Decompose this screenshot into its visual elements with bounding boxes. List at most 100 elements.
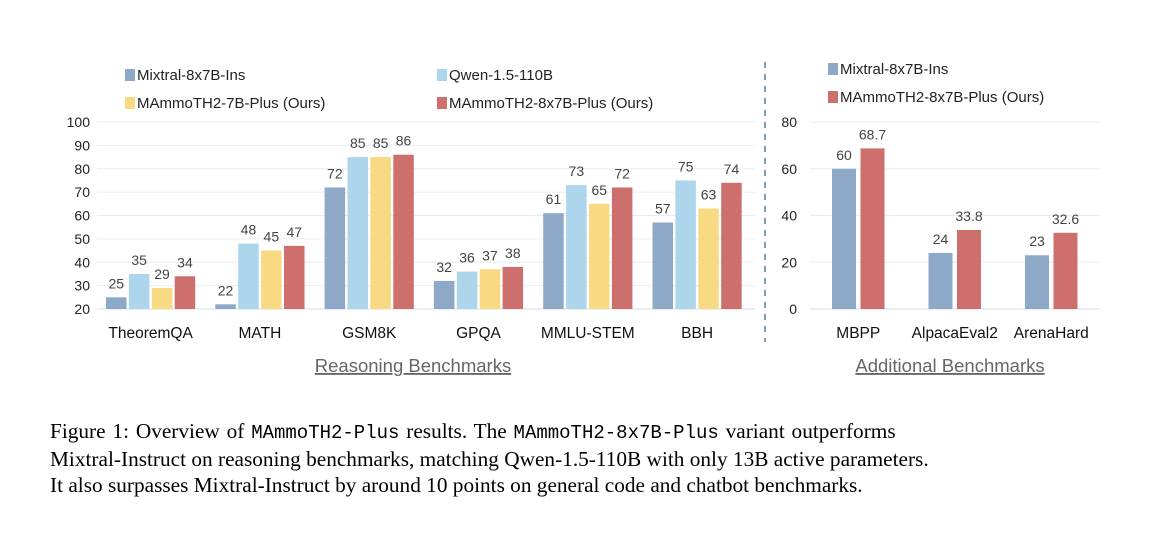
caption-text: results. The [399,419,514,443]
figure-caption: Figure 1: Overview of MAmmoTH2-Plus resu… [50,418,1110,498]
y-tick-label: 40 [781,208,797,224]
bar [347,157,368,309]
data-label: 63 [701,186,717,202]
x-category-label: GSM8K [342,325,397,342]
data-label: 34 [177,254,193,270]
y-tick-label: 90 [74,137,90,153]
data-label: 32 [436,259,452,275]
bar [215,304,236,309]
bar [698,208,719,309]
bar [479,269,501,309]
bar [721,182,742,309]
bar [611,187,633,309]
x-axis-title: Reasoning Benchmarks [315,355,511,376]
caption-line-2: Mixtral-Instruct on reasoning benchmarks… [50,447,929,471]
bar [1025,255,1049,309]
y-tick-label: 20 [74,301,90,317]
y-tick-label: 30 [74,278,90,294]
bar [502,266,524,309]
data-label: 75 [678,158,694,174]
bar [675,180,696,309]
bar [860,148,885,309]
legend-label: Mixtral-8x7B-Ins [137,67,245,84]
data-label: 32.6 [1052,211,1079,227]
data-label: 72 [327,165,343,181]
y-tick-label: 60 [74,208,90,224]
bar [928,252,953,309]
data-label: 38 [505,245,521,261]
y-tick-label: 80 [74,161,90,177]
legend-swatch [828,91,838,103]
data-label: 22 [218,282,234,298]
caption-code: MAmmoTH2-8x7B-Plus [513,422,719,444]
data-label: 24 [933,231,949,247]
legend-swatch [437,69,447,81]
data-label: 36 [459,250,475,266]
legend-label: MAmmoTH2-7B-Plus (Ours) [137,95,325,112]
data-label: 57 [655,201,671,217]
legend-swatch [437,97,447,109]
caption-text: variant outperforms [718,419,896,443]
x-category-label: AlpacaEval2 [912,325,998,342]
x-category-label: MATH [239,325,282,342]
data-label: 33.8 [955,208,982,224]
data-label: 25 [108,275,124,291]
data-label: 45 [264,229,280,245]
legend-label: MAmmoTH2-8x7B-Plus (Ours) [840,89,1044,106]
y-tick-label: 80 [781,114,797,130]
data-label: 68.7 [859,126,886,142]
bar [128,273,150,309]
bar [106,297,127,309]
bar [456,271,478,309]
data-label: 86 [396,133,412,149]
bar [566,185,587,309]
x-category-label: ArenaHard [1014,325,1089,342]
bar [261,250,282,309]
data-label: 65 [591,182,607,198]
caption-text: Figure 1: Overview of [50,419,252,443]
bar [284,245,305,309]
data-label: 85 [373,135,389,151]
data-label: 74 [724,161,740,177]
legend-swatch [125,97,135,109]
y-tick-label: 40 [74,254,90,270]
y-tick-label: 0 [789,301,797,317]
bar [832,168,856,309]
data-label: 73 [569,163,585,179]
caption-line-3: It also surpasses Mixtral-Instruct by ar… [50,473,863,497]
bar [238,243,259,309]
y-tick-label: 50 [74,231,90,247]
legend-swatch [828,63,838,75]
x-category-label: MBPP [836,325,880,342]
x-axis-title: Additional Benchmarks [855,355,1044,376]
x-category-label: MMLU-STEM [541,325,635,342]
legend-label: Qwen-1.5-110B [449,67,553,84]
data-label: 35 [131,252,147,268]
bar [393,154,414,309]
data-label: 60 [836,147,852,163]
x-category-label: TheoremQA [108,325,193,342]
data-label: 23 [1029,233,1045,249]
legend-label: Mixtral-8x7B-Ins [840,61,948,78]
data-label: 48 [241,222,257,238]
x-category-label: BBH [681,325,713,342]
bar [1053,232,1078,309]
bar [652,222,673,309]
bar [433,280,455,309]
bar [957,229,981,309]
y-tick-label: 70 [74,184,90,200]
y-tick-label: 20 [781,254,797,270]
y-tick-label: 100 [67,114,91,130]
bar [151,287,173,309]
data-label: 72 [614,165,630,181]
data-label: 29 [154,266,170,282]
data-label: 61 [546,191,562,207]
x-category-label: GPQA [456,325,501,342]
bar [370,157,391,309]
bar [324,187,346,309]
bar [589,203,610,309]
data-label: 47 [286,224,302,240]
data-label: 85 [350,135,366,151]
data-label: 37 [482,247,498,263]
legend-label: MAmmoTH2-8x7B-Plus (Ours) [449,95,653,112]
